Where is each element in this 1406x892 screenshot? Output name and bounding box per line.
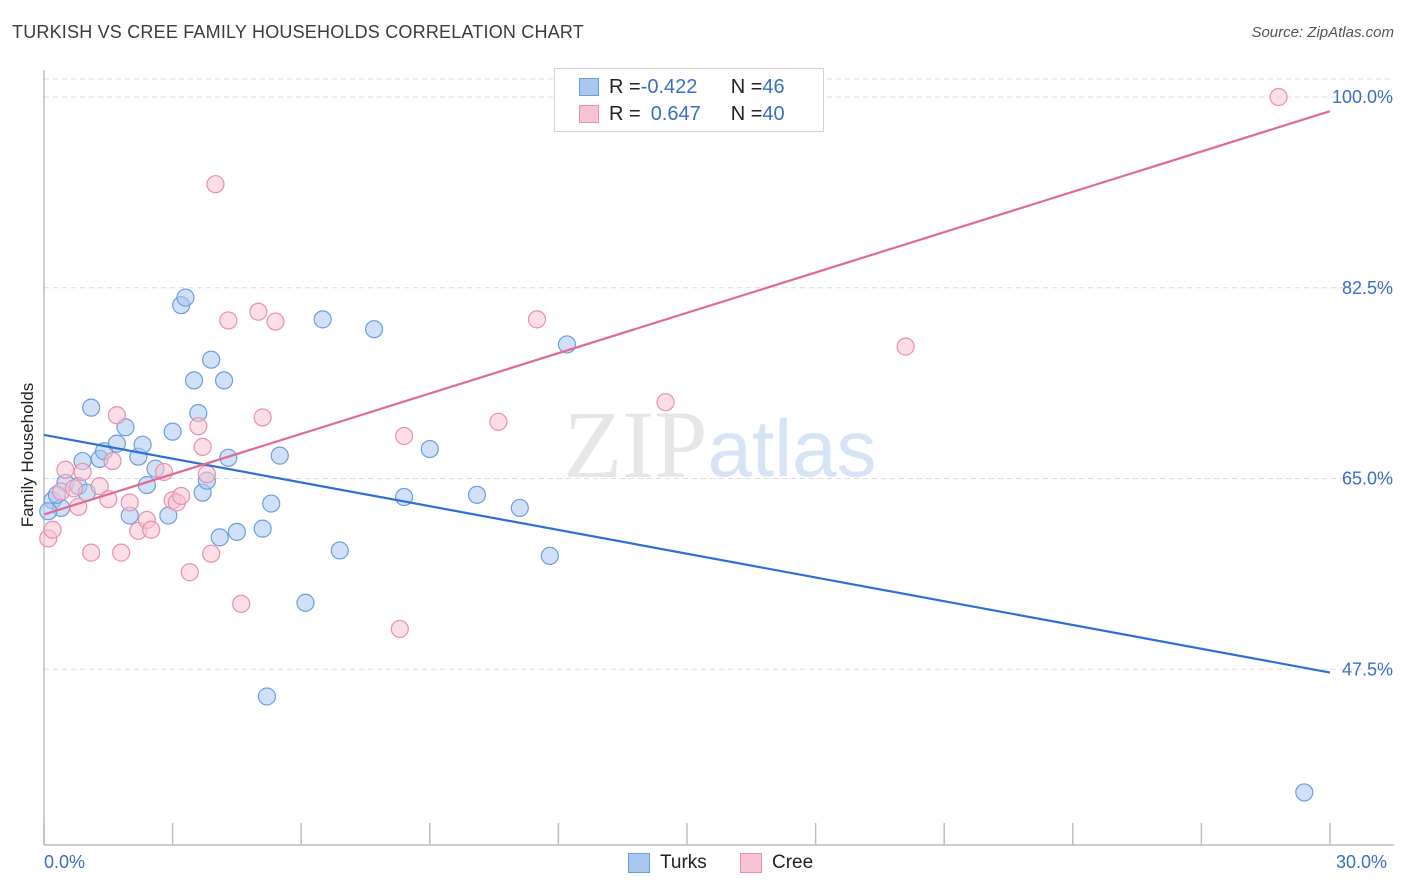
- legend-row-cree: R = 0.647 N = 40: [579, 102, 785, 126]
- turks-point: [313, 310, 332, 329]
- y-tick-label: 65.0%: [1342, 469, 1393, 489]
- turks-point: [202, 350, 221, 369]
- y-tick-labels: 47.5% 65.0% 82.5% 100.0%: [1332, 87, 1393, 679]
- turks-point: [1295, 783, 1314, 802]
- y-tick-label: 100.0%: [1332, 87, 1393, 107]
- correlation-legend: R = -0.422 N = 46 R = 0.647 N = 40: [554, 68, 824, 132]
- x-tick-label-min: 0.0%: [44, 852, 86, 872]
- turks-point: [133, 435, 152, 454]
- watermark-zip: ZIP: [564, 391, 708, 498]
- cree-point: [197, 465, 216, 484]
- cree-point: [56, 460, 75, 479]
- cree-point: [120, 493, 139, 512]
- cree-point: [73, 462, 92, 482]
- turks-point: [163, 422, 182, 441]
- cree-point: [266, 312, 285, 331]
- turks-point: [262, 494, 281, 513]
- turks-point: [420, 439, 439, 459]
- turks-point: [184, 371, 204, 390]
- cree-swatch: [579, 105, 599, 123]
- series-cree-points: [39, 84, 1288, 639]
- legend-n-value: 46: [762, 75, 785, 98]
- legend-n-label: N =: [730, 75, 763, 98]
- turks-point: [214, 371, 234, 390]
- turks-point: [270, 446, 289, 465]
- turks-point: [82, 398, 101, 417]
- cree-point: [142, 520, 161, 539]
- cree-point: [202, 544, 221, 563]
- watermark: ZIPatlas: [564, 391, 877, 498]
- chart-source: Source: ZipAtlas.com: [1251, 24, 1394, 41]
- legend-n-label: N =: [730, 102, 763, 125]
- cree-point: [219, 311, 238, 330]
- turks-point: [540, 546, 559, 565]
- x-tick-label-max: 30.0%: [1336, 852, 1388, 872]
- cree-point: [172, 486, 191, 506]
- cree-point: [64, 479, 84, 498]
- legend-n-value: 40: [762, 102, 785, 125]
- cree-point: [1269, 87, 1288, 107]
- legend-r-label: R =: [609, 102, 641, 125]
- cree-point: [656, 393, 675, 412]
- turks-point: [227, 522, 246, 542]
- cree-point: [232, 594, 251, 613]
- axes: [43, 70, 1394, 846]
- watermark-atlas: atlas: [708, 404, 877, 493]
- legend-r-value: -0.422: [640, 75, 698, 98]
- turks-point: [510, 498, 529, 518]
- cree-point: [180, 563, 199, 582]
- turks-point: [257, 687, 277, 706]
- turks-point: [253, 519, 272, 538]
- turks-point: [330, 541, 349, 560]
- legend-r-value: 0.647: [650, 102, 701, 125]
- cree-point: [896, 337, 915, 356]
- y-tick-label: 82.5%: [1342, 278, 1393, 298]
- cree-point: [43, 520, 62, 539]
- cree-point: [112, 543, 131, 562]
- legend-r-label: R =: [609, 75, 641, 98]
- cree-point: [103, 451, 122, 471]
- series-turks-points: [39, 288, 1314, 802]
- cree-legend-swatch: [740, 853, 762, 873]
- chart-title: TURKISH VS CREE FAMILY HOUSEHOLDS CORREL…: [12, 22, 584, 42]
- cree-point: [193, 437, 212, 456]
- cree-point: [189, 417, 208, 436]
- legend-row-turks: R = -0.422 N = 46: [579, 75, 785, 99]
- turks-trend-line: [43, 433, 1331, 674]
- cree-trend-line: [43, 110, 1331, 516]
- y-tick-label: 47.5%: [1342, 659, 1393, 679]
- cree-point: [82, 543, 101, 562]
- grid-lines: [44, 78, 1394, 670]
- legend-item-turks[interactable]: Turks: [628, 852, 707, 874]
- turks-point: [296, 593, 315, 612]
- cree-point: [206, 175, 225, 194]
- turks-legend-swatch: [628, 853, 650, 873]
- cree-point: [107, 406, 126, 425]
- cree-point: [90, 477, 109, 496]
- cree-point: [390, 619, 409, 639]
- cree-point: [253, 408, 272, 427]
- turks-point: [467, 485, 487, 504]
- cree-point: [249, 302, 268, 321]
- turks-legend-label: Turks: [660, 852, 707, 873]
- legend-item-cree[interactable]: Cree: [740, 852, 813, 874]
- cree-point: [394, 426, 414, 446]
- turks-point: [176, 288, 195, 307]
- turks-swatch: [579, 78, 599, 96]
- turks-point: [210, 528, 229, 547]
- turks-point: [364, 320, 384, 339]
- trend-lines: [43, 110, 1331, 674]
- cree-point: [489, 412, 508, 431]
- cree-point: [527, 310, 547, 329]
- cree-legend-label: Cree: [772, 852, 814, 873]
